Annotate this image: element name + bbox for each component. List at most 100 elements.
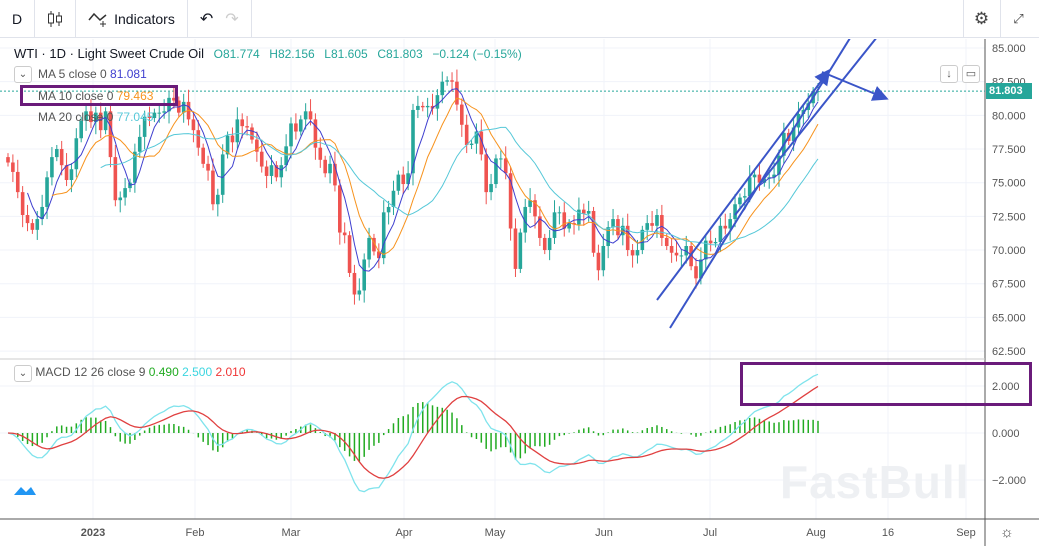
candle-body (279, 165, 284, 178)
ma5-label: MA 5 close 0 (38, 67, 107, 81)
candle-body (89, 111, 93, 123)
fullscreen-icon[interactable]: ⤢ (1000, 0, 1036, 38)
candle-body (459, 104, 464, 125)
scroll-down-button[interactable]: ↓ (940, 65, 958, 83)
candle-body (567, 223, 571, 229)
candle-body (259, 151, 264, 167)
price-tick-label: 85.000 (992, 43, 1026, 55)
candle-body (362, 259, 367, 291)
candle-body (347, 235, 352, 273)
macd-label: MACD 12 26 close 9 (35, 365, 146, 379)
candle-body (225, 135, 230, 155)
candle-body (342, 232, 347, 236)
candle-body (533, 200, 537, 217)
candle-body (445, 80, 449, 82)
symbol-legend: WTI · 1D · Light Sweet Crude Oil O81.774… (14, 46, 522, 61)
maximize-pane-button[interactable]: ▭ (962, 65, 980, 83)
price-tick-label: 80.000 (992, 110, 1026, 122)
candle-body (406, 173, 410, 185)
candle-body (79, 120, 83, 139)
candle-body (655, 215, 659, 226)
ma20-value: 77.045 (116, 110, 154, 124)
candle-body (581, 209, 586, 214)
candle-body (694, 266, 698, 279)
candle-body (723, 225, 728, 229)
signal-line (7, 385, 819, 479)
interval-button[interactable]: D (0, 0, 36, 38)
candle-body (377, 251, 381, 259)
candle-body (352, 272, 357, 295)
candle-body (133, 151, 137, 183)
candle-body (313, 119, 318, 148)
candle-body (357, 290, 362, 295)
candle-body (484, 154, 488, 193)
macd-signal-value: 2.010 (215, 365, 246, 379)
time-tick-label: Jun (595, 527, 613, 539)
time-tick-label: Aug (806, 527, 826, 539)
trendline-arrow (734, 39, 877, 216)
ma10-label: MA 10 close 0 (38, 89, 114, 103)
candle-body (557, 212, 562, 214)
ma20-line (100, 126, 819, 246)
candle-body (586, 210, 591, 214)
candle-body (235, 119, 240, 143)
candle-body (11, 162, 15, 172)
candle-body (650, 223, 654, 226)
candle-body (255, 139, 259, 152)
candle-body (162, 111, 166, 113)
undo-icon[interactable]: ↶ (199, 10, 214, 28)
candle-body (425, 105, 430, 108)
candle-body (108, 111, 113, 158)
candle-body (181, 101, 186, 113)
candle-body (416, 105, 420, 110)
candle-body (542, 237, 547, 251)
symbol-title: WTI · 1D · Light Sweet Crude Oil (14, 46, 204, 61)
time-tick-label: Sep (956, 527, 976, 539)
ma20-legend: MA 20 close 0 77.045 (38, 110, 153, 124)
candle-body (250, 127, 254, 140)
candle-body (464, 124, 469, 145)
indicators-button[interactable]: Indicators (76, 0, 188, 38)
time-axis-settings-icon[interactable]: ☼ (1000, 524, 1014, 541)
candle-body (816, 91, 820, 93)
candle-body (25, 215, 30, 224)
candle-body (264, 166, 269, 176)
redo-icon[interactable]: ↷ (225, 0, 252, 38)
candle-body (518, 232, 523, 269)
candle-body (791, 127, 796, 141)
candle-body (523, 206, 528, 233)
gear-icon[interactable]: ⚙ (963, 0, 999, 38)
candle-body (401, 174, 406, 185)
ma10-value: 79.463 (116, 89, 154, 103)
candle-body (703, 240, 708, 260)
candle-body (635, 250, 640, 256)
candle-body (381, 212, 386, 259)
candle-body (664, 237, 669, 247)
candle-body (489, 184, 493, 193)
candle-body (328, 163, 332, 174)
candle-body (772, 174, 776, 178)
candle-body (30, 223, 35, 230)
ma10-line (51, 97, 819, 256)
trendline-arrow (821, 71, 889, 101)
ma10-legend: MA 10 close 0 79.463 (38, 89, 153, 103)
ohlc-high: H82.156 (269, 47, 315, 61)
collapse-macd-button[interactable]: ⌄ (14, 365, 32, 382)
candle-body (679, 255, 684, 257)
candle-body (84, 111, 88, 121)
candle-body (508, 173, 513, 229)
candle-body (713, 241, 718, 244)
candle-body (98, 112, 103, 131)
candle-body (762, 178, 767, 183)
candle-body (743, 196, 747, 198)
price-chart[interactable]: 85.00082.50080.00077.50075.00072.50070.0… (0, 39, 1039, 546)
candles-icon[interactable] (35, 0, 77, 38)
candle-body (123, 188, 127, 198)
candle-body (103, 111, 108, 131)
candle-body (728, 219, 732, 229)
candle-body (308, 111, 313, 120)
candle-body (318, 147, 323, 160)
candle-body (240, 119, 245, 127)
collapse-legend-button[interactable]: ⌄ (14, 66, 32, 83)
candle-body (118, 197, 123, 201)
